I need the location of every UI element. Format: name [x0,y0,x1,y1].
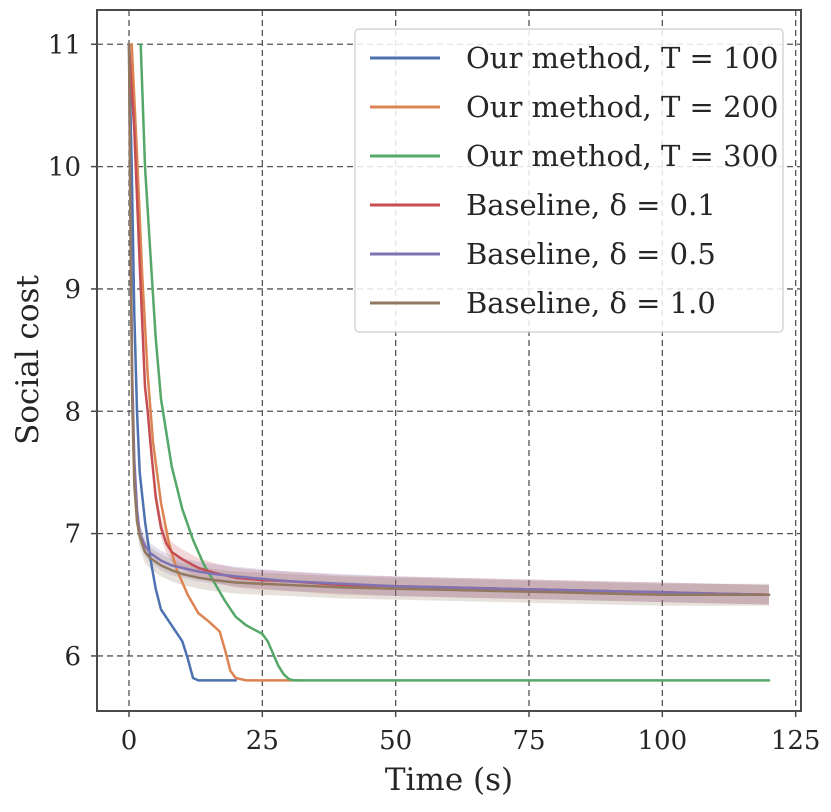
legend-label-our-method-t-100: Our method, T = 100 [466,41,778,75]
band-baseline-0-5 [134,450,770,605]
x-axis-label: Time (s) [385,762,513,798]
line-our-method-t-300 [139,43,771,682]
y-tick-label: 9 [64,275,81,305]
legend-label-our-method-t-300: Our method, T = 300 [466,139,778,173]
legend: Our method, T = 100 Our method, T = 200 Ou… [354,28,784,333]
y-tick-label: 7 [64,520,81,550]
x-tick-label: 0 [121,726,138,756]
y-tick-label: 8 [64,397,81,427]
x-tick-label: 125 [771,726,821,756]
y-tick-label: 11 [48,30,81,60]
legend-label-baseline-0-5: Baseline, δ = 0.5 [466,237,716,271]
y-axis-label: Social cost [10,275,46,445]
band-baseline-1-0 [134,473,770,606]
legend-label-baseline-0-1: Baseline, δ = 0.1 [466,188,716,222]
legend-label-our-method-t-200: Our method, T = 200 [466,90,778,124]
plot-frame [96,9,802,712]
x-tick-label: 25 [246,726,279,756]
line-baseline-1-0 [127,43,771,597]
line-our-method-t-100 [127,43,237,682]
x-tick-label: 75 [512,726,545,756]
y-tick-label: 10 [48,153,81,183]
series-lines [127,43,771,682]
axis-ticks: 0 25 50 75 100 125 6 7 8 9 10 11 [48,30,821,756]
x-tick-label: 100 [638,726,688,756]
y-tick-label: 6 [64,642,81,672]
legend-box [354,28,784,333]
line-our-method-t-200 [130,43,301,682]
legend-label-baseline-1-0: Baseline, δ = 1.0 [466,286,716,320]
x-tick-label: 50 [379,726,412,756]
